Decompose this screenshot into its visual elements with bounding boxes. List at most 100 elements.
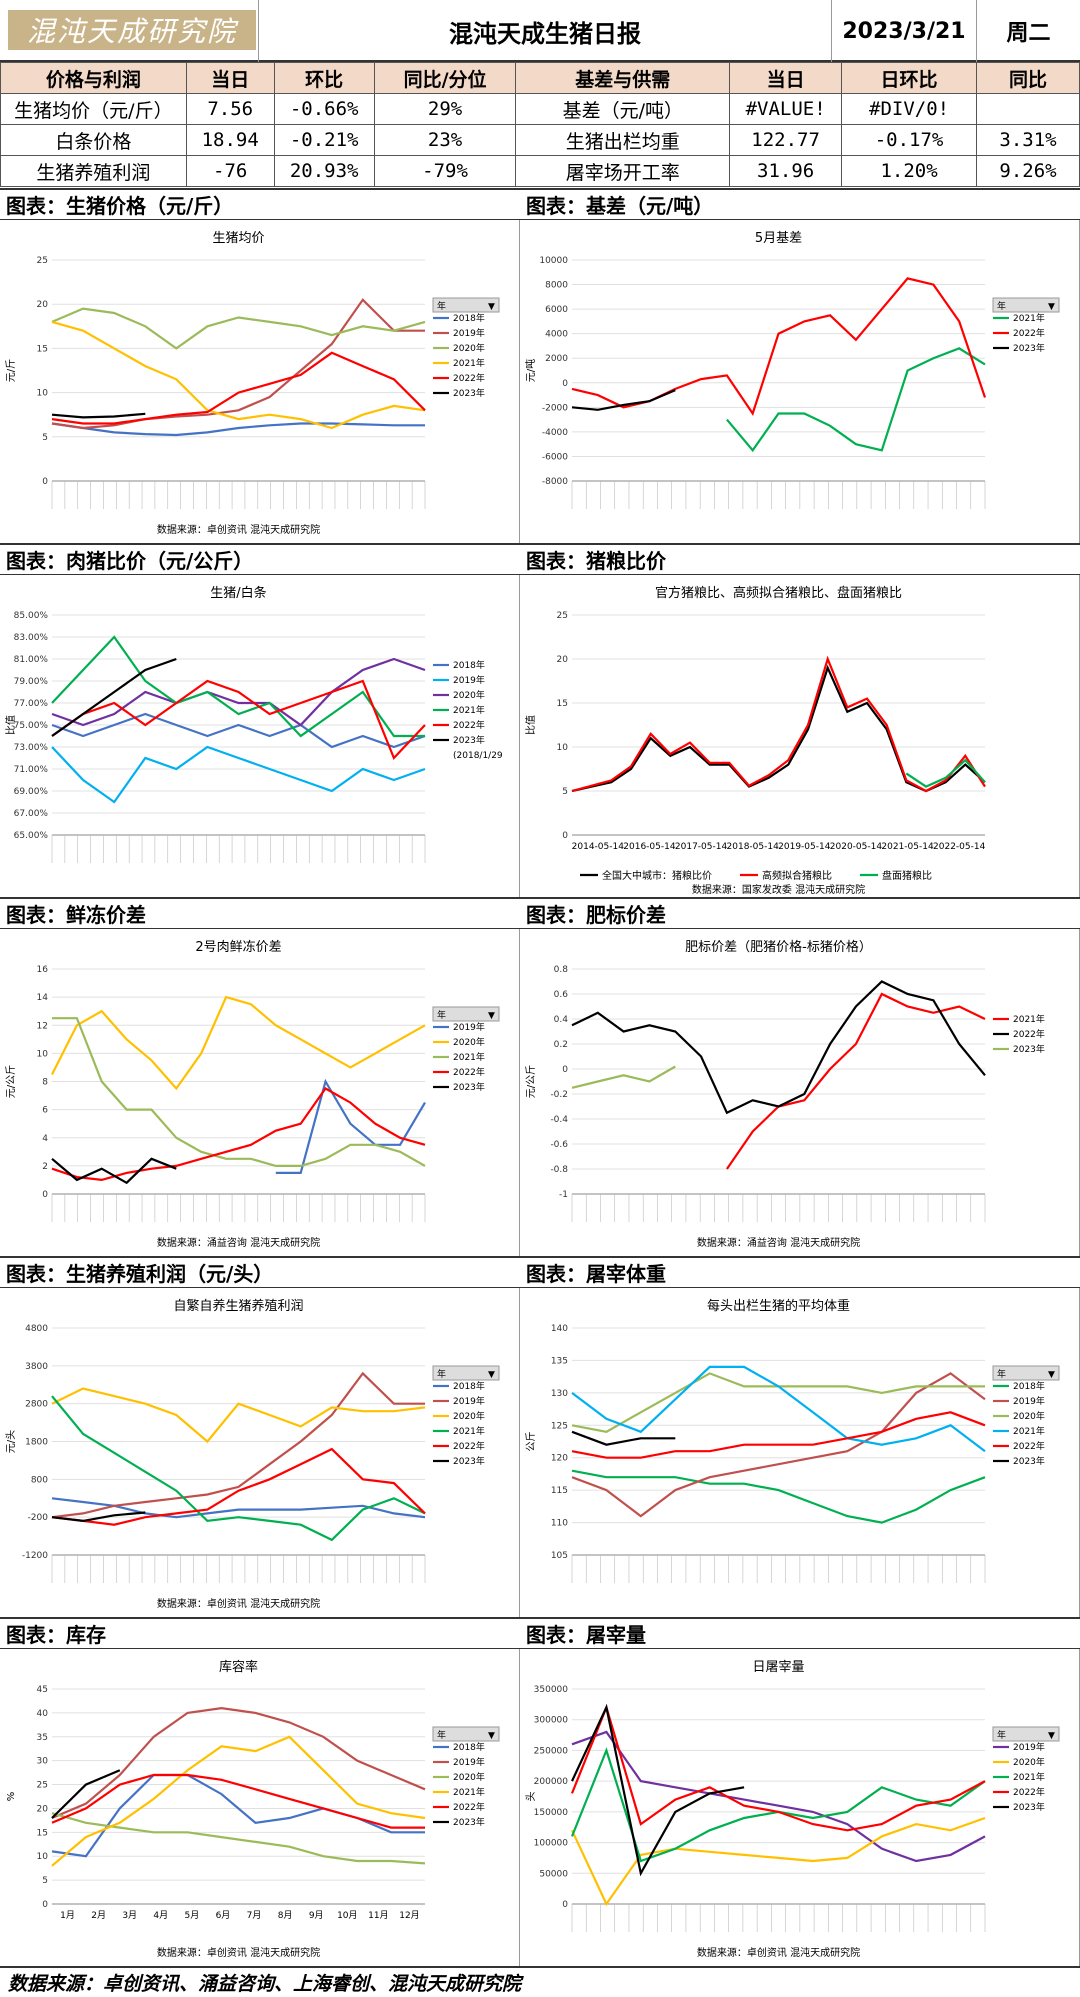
chart-source: 数据来源：国家发改委 混沌天成研究院 [692,883,865,896]
y-tick-label: 35 [37,1733,48,1743]
y-tick-label: 14 [37,993,49,1003]
filter-icon: ▼ [1048,302,1055,312]
series-line [571,1372,985,1433]
legend-label: 2021年 [1013,312,1045,324]
series-line [905,758,986,788]
x-tick-label: 10月 [337,1910,357,1921]
series-line [51,995,426,1091]
y-axis-label: 元/吨 [524,359,537,382]
y-tick-label: 4800 [25,1324,48,1334]
x-tick-label: 8月 [278,1910,293,1921]
report-title: 混沌天成生猪日报 [258,0,832,62]
kpi-head: 价格与利润 [0,62,187,94]
chart-fat-std: 肥标价差（肥猪价格-标猪价格） 元/公斤 -1 -0.8 -0.6 -0.4 -0.2 0 0.… [525,929,1080,1256]
legend-header [992,1365,1060,1381]
legend-label: 2020年 [453,689,485,701]
legend-label: 2020年 [453,1410,485,1422]
legend-label: 2019年 [1013,1395,1045,1407]
series-line [51,635,425,738]
y-tick-label: 85.00% [14,611,49,621]
legend-label: 2021年 [453,1425,485,1437]
legend-title: 年 [437,300,446,312]
legend-header [432,1006,500,1022]
y-tick-label: 150000 [534,1808,569,1818]
y-tick-label: -0.2 [550,1090,568,1100]
chart-title: 自繁自养生猪养殖利润 [173,1298,303,1314]
y-tick-label: 16 [37,965,49,975]
legend-label: 2021年 [453,1786,485,1798]
series-line [571,1065,676,1089]
legend-label: 2022年 [1013,1786,1045,1798]
y-tick-label: 6000 [545,305,568,315]
y-tick-label: 0 [562,1065,568,1075]
y-tick-label: 125 [551,1421,568,1431]
y-axis-label: 元/头 [5,1430,17,1453]
chart-title: 肥标价差（肥猪价格-标猪价格） [685,939,872,955]
series-line [51,1447,426,1526]
legend-label: 2021年 [453,704,485,716]
kpi-cell: 18.94 [185,124,275,156]
chart-title: 生猪均价 [212,231,264,246]
y-tick-label: 100000 [534,1839,569,1849]
series-line [571,1730,986,1863]
chart-title: 生猪/白条 [210,585,266,601]
series-line [275,1078,426,1174]
legend-label: 2023年 [1013,1043,1045,1055]
kpi-cell: 生猪出栏均重 [515,124,731,156]
series-line [51,1812,426,1865]
y-tick-label: -0.6 [550,1140,568,1150]
y-axis-label: % [6,1792,17,1802]
legend-label: 2022年 [453,372,485,384]
legend-label: 2020年 [453,342,485,354]
series-line [51,320,426,430]
kpi-cell: #DIV/0! [841,93,977,125]
y-tick-label: 0.4 [554,1015,569,1025]
y-tick-label: -6000 [542,452,568,462]
series-line [51,351,426,425]
y-tick-label: 83.00% [14,633,49,643]
y-tick-label: 800 [31,1475,48,1485]
series-line [51,1773,425,1829]
legend-label: 2022年 [1013,1440,1045,1452]
x-tick-label: 12月 [399,1910,419,1921]
series-line [725,992,986,1170]
kpi-cell: 1.20% [841,155,977,187]
y-axis-label: 比值 [524,715,537,735]
legend-header [432,297,500,313]
y-tick-label: 3800 [25,1362,48,1372]
legend-label: 2019年 [453,1395,485,1407]
y-tick-label: 0 [42,477,48,487]
legend-label: 2022年 [1013,327,1045,339]
chart-title: 日屠宰量 [752,1659,804,1675]
series-line [51,679,426,761]
series-line [571,1372,986,1518]
section-title: 图表：生猪养殖利润（元/头） [0,1256,520,1288]
x-tick-label: 2016-05-14 [623,842,676,852]
y-tick-label: 2800 [25,1400,48,1410]
y-tick-label: 0 [562,1900,568,1910]
y-tick-label: 0 [42,1900,48,1910]
y-tick-label: -8000 [542,477,568,487]
series-line [51,1773,425,1858]
filter-icon: ▼ [488,1011,495,1021]
chart-title: 2号肉鲜冻价差 [195,939,281,955]
kpi-cell: 20.93% [273,155,375,187]
filter-icon: ▼ [1048,1370,1055,1380]
kpi-cell: 31.96 [729,155,843,187]
series-line [51,1387,426,1444]
y-tick-label: 10 [557,743,569,753]
chart-inventory: 库容率% 0 5 10 15 20 25 30 35 40 45 1月 2月 3月 4月 5月 6月 7月 8月 9月… [6,1649,520,1966]
y-tick-label: 8 [42,1078,48,1088]
kpi-cell: -0.17% [841,124,977,156]
series-line [51,1735,426,1867]
kpi-cell: #VALUE! [729,93,843,125]
legend-label: 2023年 [453,1816,485,1828]
series-line [51,307,426,350]
y-tick-label: 30 [37,1757,49,1767]
legend-label: 全国大中城市：猪粮比价 [602,869,712,882]
kpi-head: 同比/分位 [373,62,517,94]
chart-title: 官方猪粮比、高频拟合猪粮比、盘面猪粮比 [655,585,902,601]
series-line [571,1816,986,1907]
y-tick-label: -0.8 [550,1165,568,1175]
